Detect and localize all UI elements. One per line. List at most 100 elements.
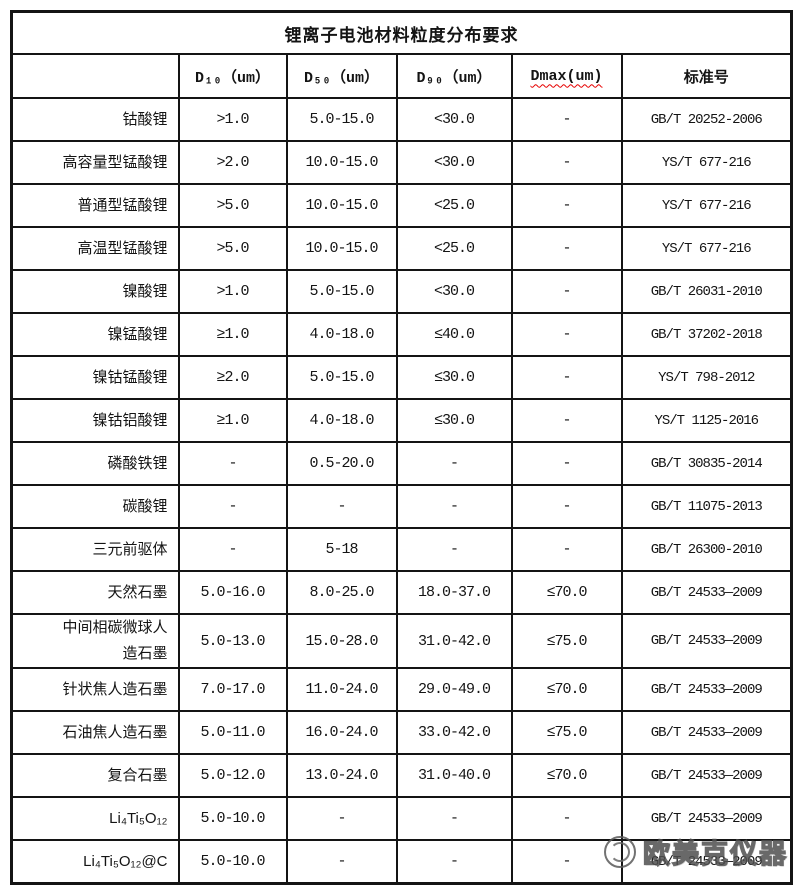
dmax-cell: ≤75.0: [510, 613, 623, 669]
header-d90: D₉₀（um）: [395, 53, 513, 99]
dmax-cell: -: [510, 398, 623, 443]
d90-cell: 31.0-42.0: [395, 613, 513, 669]
d10-cell: >5.0: [177, 226, 288, 271]
material-cell: 复合石墨: [10, 753, 180, 798]
dmax-cell: -: [510, 527, 623, 572]
d10-cell: ≥1.0: [177, 312, 288, 357]
header-d10: D₁₀（um）: [177, 53, 288, 99]
d90-cell: -: [395, 796, 513, 841]
table-title: 锂离子电池材料粒度分布要求: [10, 10, 793, 55]
d10-cell: ≥1.0: [177, 398, 288, 443]
table-body: 钴酸锂 >1.0 5.0-15.0 <30.0- GB/T 20252-2006 高容量型…: [10, 97, 793, 885]
standard-cell: GB/T 24533—2009: [620, 570, 793, 615]
material-cell: 高温型锰酸锂: [10, 226, 180, 271]
material-cell: 碳酸锂: [10, 484, 180, 529]
header-dmax: Dmax(um): [510, 53, 623, 99]
d50-cell: -: [285, 796, 398, 841]
d50-cell: 13.0-24.0: [285, 753, 398, 798]
d90-cell: -: [395, 441, 513, 486]
header-d50: D₅₀（um）: [285, 53, 398, 99]
d10-cell: -: [177, 527, 288, 572]
table-row: 镍锰酸锂 ≥1.0 4.0-18.0 ≤40.0- GB/T 37202-2018: [10, 312, 793, 357]
d10-cell: >2.0: [177, 140, 288, 185]
d50-cell: 16.0-24.0: [285, 710, 398, 755]
material-cell: 镍酸锂: [10, 269, 180, 314]
d50-cell: 5-18: [285, 527, 398, 572]
material-cell: 高容量型锰酸锂: [10, 140, 180, 185]
material-cell: 针状焦人造石墨: [10, 667, 180, 712]
table-row: 高温型锰酸锂 >5.0 10.0-15.0 <25.0- YS/T 677-216: [10, 226, 793, 271]
table-row: 镍钴锰酸锂 ≥2.0 5.0-15.0 ≤30.0- YS/T 798-2012: [10, 355, 793, 400]
table-row: 镍酸锂 >1.0 5.0-15.0 <30.0- GB/T 26031-2010: [10, 269, 793, 314]
table-row: 中间相碳微球人 造石墨 5.0-13.0 15.0-28.0 31.0-42.0 ≤75…: [10, 613, 793, 669]
d10-cell: 5.0-10.0: [177, 796, 288, 841]
d10-cell: 5.0-16.0: [177, 570, 288, 615]
material-cell: 镍锰酸锂: [10, 312, 180, 357]
dmax-cell: -: [510, 839, 623, 885]
d50-cell: 5.0-15.0: [285, 97, 398, 142]
dmax-cell: -: [510, 140, 623, 185]
table-row: 针状焦人造石墨 7.0-17.0 11.0-24.0 29.0-49.0 ≤70.0 GB…: [10, 667, 793, 712]
d50-cell: 5.0-15.0: [285, 269, 398, 314]
d10-cell: >1.0: [177, 97, 288, 142]
standard-cell: GB/T 30835-2014: [620, 441, 793, 486]
standard-cell: YS/T 1125-2016: [620, 398, 793, 443]
d10-cell: -: [177, 441, 288, 486]
dmax-cell: -: [510, 269, 623, 314]
table-row: 钴酸锂 >1.0 5.0-15.0 <30.0- GB/T 20252-2006: [10, 97, 793, 142]
standard-cell: GB/T 37202-2018: [620, 312, 793, 357]
table-row: 石油焦人造石墨 5.0-11.0 16.0-24.0 33.0-42.0 ≤75.0 GB…: [10, 710, 793, 755]
standard-cell: GB/T 24533—2009: [620, 667, 793, 712]
material-cell: 三元前驱体: [10, 527, 180, 572]
d90-cell: <30.0: [395, 140, 513, 185]
table-row: 镍钴铝酸锂 ≥1.0 4.0-18.0 ≤30.0- YS/T 1125-2016: [10, 398, 793, 443]
d10-cell: 5.0-13.0: [177, 613, 288, 669]
d50-cell: 15.0-28.0: [285, 613, 398, 669]
standard-cell: GB/T 24533—2009: [620, 613, 793, 669]
d90-cell: 33.0-42.0: [395, 710, 513, 755]
dmax-cell: -: [510, 97, 623, 142]
particle-size-table: 锂离子电池材料粒度分布要求 D₁₀（um） D₅₀（um） D₉₀（um） Dm…: [10, 10, 793, 885]
d10-cell: >5.0: [177, 183, 288, 228]
standard-cell: GB/T 24533—2009: [620, 753, 793, 798]
d50-cell: 4.0-18.0: [285, 312, 398, 357]
d90-cell: 18.0-37.0: [395, 570, 513, 615]
material-cell: 镍钴锰酸锂: [10, 355, 180, 400]
d10-cell: ≥2.0: [177, 355, 288, 400]
d90-cell: 31.0-40.0: [395, 753, 513, 798]
table-row: 三元前驱体 -5-18- - GB/T 26300-2010: [10, 527, 793, 572]
dmax-cell: -: [510, 441, 623, 486]
d90-cell: ≤30.0: [395, 398, 513, 443]
d90-cell: -: [395, 839, 513, 885]
d50-cell: 8.0-25.0: [285, 570, 398, 615]
d10-cell: -: [177, 484, 288, 529]
d50-cell: -: [285, 484, 398, 529]
table-row: 天然石墨 5.0-16.0 8.0-25.0 18.0-37.0 ≤70.0 GB/T 2…: [10, 570, 793, 615]
dmax-cell: ≤70.0: [510, 667, 623, 712]
d10-cell: 5.0-11.0: [177, 710, 288, 755]
table-row: Li₄Ti₅O₁₂@C 5.0-10.0- - - GB/T 24533—2009: [10, 839, 793, 885]
standard-cell: GB/T 24533—2009: [620, 710, 793, 755]
dmax-cell: ≤75.0: [510, 710, 623, 755]
standard-cell: YS/T 677-216: [620, 140, 793, 185]
standard-cell: GB/T 24533—2009: [620, 796, 793, 841]
material-cell: 石油焦人造石墨: [10, 710, 180, 755]
dmax-cell: -: [510, 183, 623, 228]
dmax-cell: -: [510, 355, 623, 400]
d90-cell: 29.0-49.0: [395, 667, 513, 712]
material-cell: 普通型锰酸锂: [10, 183, 180, 228]
standard-cell: GB/T 24533—2009: [620, 839, 793, 885]
d50-cell: 10.0-15.0: [285, 226, 398, 271]
material-cell: 钴酸锂: [10, 97, 180, 142]
standard-cell: GB/T 11075-2013: [620, 484, 793, 529]
standard-cell: GB/T 26300-2010: [620, 527, 793, 572]
material-cell: 天然石墨: [10, 570, 180, 615]
dmax-cell: -: [510, 796, 623, 841]
d50-cell: 10.0-15.0: [285, 183, 398, 228]
d50-cell: 4.0-18.0: [285, 398, 398, 443]
d90-cell: ≤30.0: [395, 355, 513, 400]
standard-cell: YS/T 677-216: [620, 226, 793, 271]
header-standard: 标准号: [620, 53, 793, 99]
d10-cell: 5.0-12.0: [177, 753, 288, 798]
